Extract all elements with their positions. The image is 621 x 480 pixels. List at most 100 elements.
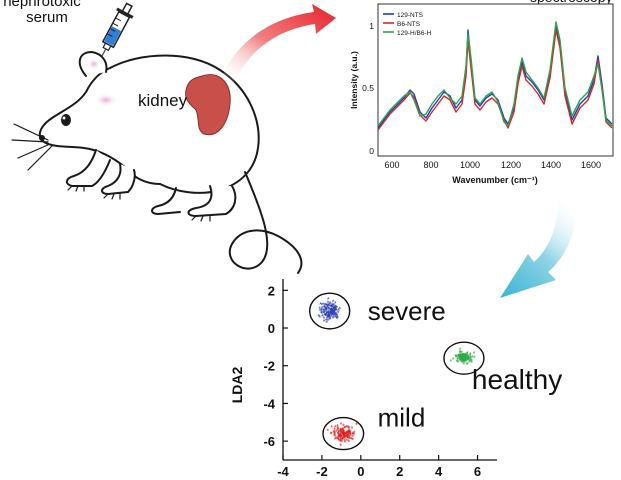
lda-point: * — [467, 357, 470, 364]
lda-point: * — [330, 314, 333, 321]
spectrum-x-tick: 800 — [423, 160, 438, 170]
lda-point: * — [462, 354, 465, 361]
lda-point: * — [338, 430, 341, 437]
lda-point: * — [331, 312, 334, 319]
lda-point: * — [345, 425, 348, 432]
lda-point: * — [466, 356, 469, 363]
lda-point: * — [343, 435, 346, 442]
lda-point: * — [330, 305, 333, 312]
lda-point: * — [463, 353, 466, 360]
lda-point: * — [327, 314, 330, 321]
lda-point: * — [340, 422, 343, 429]
lda-point: * — [323, 319, 326, 326]
lda-point: * — [346, 439, 349, 446]
lda-y-tick-label: -6 — [263, 434, 275, 449]
lda-point: * — [337, 427, 340, 434]
lda-point: * — [348, 435, 351, 442]
lda-point: * — [465, 359, 468, 366]
lda-point: * — [342, 430, 345, 437]
lda-point: * — [347, 435, 350, 442]
lda-point: * — [459, 356, 462, 363]
lda-x-tick-label: -4 — [277, 464, 289, 479]
lda-point: * — [463, 355, 466, 362]
lda-point: * — [463, 358, 466, 365]
lda-point: * — [353, 432, 356, 439]
lda-point: * — [459, 347, 462, 354]
lda-point: * — [319, 302, 322, 309]
lda-point: * — [343, 434, 346, 441]
lda-point: * — [333, 432, 336, 439]
spectrum-x-ticks: 600 800 1000 1200 1400 1600 — [384, 160, 601, 170]
lda-point: * — [342, 431, 345, 438]
lda-point: * — [329, 308, 332, 315]
lda-point: * — [463, 356, 466, 363]
spectrum-legend-item: 129-NTS — [397, 12, 424, 19]
lda-point: * — [457, 355, 460, 362]
lda-point: * — [318, 307, 321, 314]
lda-point: * — [341, 427, 344, 434]
mouse-front-leg — [66, 149, 111, 187]
lda-point: * — [335, 430, 338, 437]
lda-point: * — [326, 303, 329, 310]
lda-point: * — [334, 425, 337, 432]
lda-point: * — [323, 306, 326, 313]
lda-point: * — [458, 355, 461, 362]
lda-point: * — [464, 355, 467, 362]
lda-point: * — [334, 315, 337, 322]
lda-point: * — [461, 354, 464, 361]
lda-point: * — [349, 432, 352, 439]
lda-point: * — [351, 435, 354, 442]
lda-point: * — [351, 426, 354, 433]
lda-point: * — [340, 428, 343, 435]
lda-point: * — [341, 432, 344, 439]
lda-point: * — [336, 426, 339, 433]
lda-point: * — [467, 358, 470, 365]
lda-point: * — [340, 434, 343, 441]
lda-point: * — [473, 351, 476, 358]
lda-point: * — [330, 304, 333, 311]
lda-point: * — [342, 424, 345, 431]
lda-y-tick-label: -2 — [263, 359, 275, 374]
mouse-tail — [228, 171, 303, 274]
lda-point: * — [342, 433, 345, 440]
lda-point: * — [338, 434, 341, 441]
lda-point: * — [464, 356, 467, 363]
lda-point: * — [338, 433, 341, 440]
lda-point: * — [338, 434, 341, 441]
lda-point: * — [333, 308, 336, 315]
lda-point: * — [331, 308, 334, 315]
lda-point: * — [464, 354, 467, 361]
lda-point: * — [460, 356, 463, 363]
lda-point: * — [346, 425, 349, 432]
spectrum-legend-item: B6-NTS — [397, 21, 421, 28]
lda-point: * — [324, 306, 327, 313]
lda-y-tick-label: -4 — [263, 396, 275, 411]
lda-point: * — [344, 435, 347, 442]
spectrum-y-tick: 0 — [369, 146, 374, 156]
lda-point: * — [465, 355, 468, 362]
lda-point: * — [347, 433, 350, 440]
lda-point: * — [341, 432, 344, 439]
lda-point: * — [320, 307, 323, 314]
lda-point: * — [341, 439, 344, 446]
lda-point: * — [339, 435, 342, 442]
lda-point: * — [337, 435, 340, 442]
lda-point: * — [462, 358, 465, 365]
lda-point: * — [327, 314, 330, 321]
lda-series-healthy: * ** * ** ******** *** ******* ** ***** ** *** ****… — [450, 347, 476, 369]
lda-point: * — [464, 356, 467, 363]
lda-point: * — [336, 437, 339, 444]
lda-point: * — [464, 353, 467, 360]
lda-point: * — [333, 310, 336, 317]
lda-point: * — [337, 438, 340, 445]
lda-point: * — [463, 356, 466, 363]
lda-point: * — [334, 313, 337, 320]
lda-point: * — [463, 357, 466, 364]
lda-series-severe: ********** ************* **** ****** **** ***… — [317, 297, 341, 328]
lda-point: * — [459, 353, 462, 360]
spectrum-xlabel: Wavenumber (cm⁻¹) — [452, 175, 537, 185]
lda-point: * — [319, 309, 322, 316]
lda-point: * — [334, 309, 337, 316]
lda-point: * — [344, 439, 347, 446]
lda-point: * — [325, 304, 328, 311]
